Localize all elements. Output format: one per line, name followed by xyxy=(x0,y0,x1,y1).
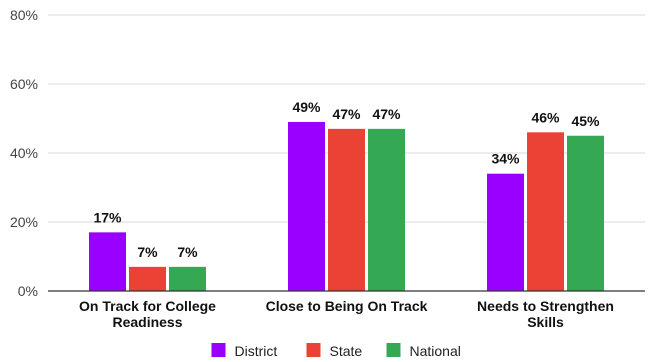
data-label-district-2: 49% xyxy=(292,99,321,115)
legend-label: National xyxy=(410,343,461,359)
y-tick-label: 60% xyxy=(10,76,38,92)
legend-label: State xyxy=(330,343,363,359)
bar-district-1 xyxy=(89,232,126,291)
bar-state-2 xyxy=(328,128,365,291)
legend-item-district[interactable]: District xyxy=(211,343,278,359)
legend-item-national[interactable]: National xyxy=(386,343,461,359)
bar-national-1 xyxy=(169,266,206,291)
y-tick-label: 40% xyxy=(10,145,38,161)
legend-item-state[interactable]: State xyxy=(306,343,363,359)
legend-swatch xyxy=(306,343,321,357)
x-category-label: Skills xyxy=(527,314,564,330)
legend-swatch xyxy=(211,343,226,357)
y-tick-label: 20% xyxy=(10,214,38,230)
data-label-national-1: 7% xyxy=(177,244,198,260)
bar-district-3 xyxy=(487,173,524,291)
x-category-label: Close to Being On Track xyxy=(266,298,428,314)
x-category-label: On Track for College xyxy=(79,298,216,314)
legend-label: District xyxy=(235,343,278,359)
bar-national-2 xyxy=(368,128,405,291)
data-labels: 17% 7% 7% 49% 47% 47% 34% 46% 45% xyxy=(93,99,600,260)
legend-swatch xyxy=(386,343,401,357)
data-label-district-3: 34% xyxy=(491,151,520,167)
bars xyxy=(89,121,604,291)
data-label-district-1: 17% xyxy=(93,209,122,225)
y-axis-tick-labels: 0% 20% 40% 60% 80% xyxy=(10,7,38,299)
data-label-national-3: 45% xyxy=(571,113,600,129)
data-label-national-2: 47% xyxy=(372,106,401,122)
bar-state-3 xyxy=(527,132,564,291)
x-category-label: Needs to Strengthen xyxy=(477,298,614,314)
bar-district-2 xyxy=(288,121,325,291)
bar-national-3 xyxy=(567,135,604,291)
legend: District State National xyxy=(211,343,461,359)
y-tick-label: 80% xyxy=(10,7,38,23)
data-label-state-2: 47% xyxy=(332,106,361,122)
x-category-label: Readiness xyxy=(112,314,182,330)
y-tick-label: 0% xyxy=(18,283,38,299)
data-label-state-3: 46% xyxy=(531,109,560,125)
data-label-state-1: 7% xyxy=(137,244,158,260)
bar-state-1 xyxy=(129,266,166,291)
